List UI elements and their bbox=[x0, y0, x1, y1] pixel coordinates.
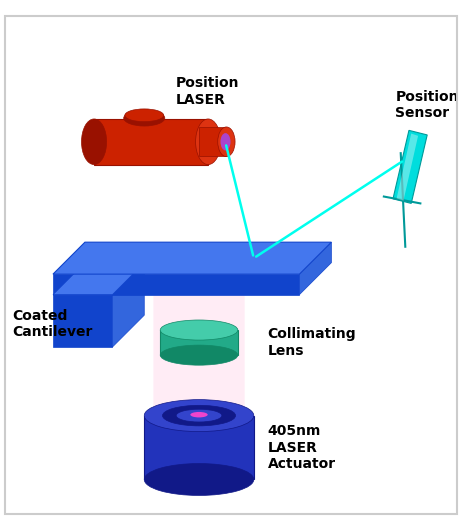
Ellipse shape bbox=[176, 409, 222, 422]
Ellipse shape bbox=[220, 133, 230, 151]
FancyBboxPatch shape bbox=[160, 330, 238, 355]
Text: Position
LASER: Position LASER bbox=[176, 76, 240, 107]
FancyBboxPatch shape bbox=[144, 416, 254, 480]
Ellipse shape bbox=[125, 109, 164, 122]
Polygon shape bbox=[53, 263, 144, 295]
Polygon shape bbox=[53, 242, 331, 274]
Polygon shape bbox=[397, 134, 418, 201]
Ellipse shape bbox=[124, 110, 165, 126]
Polygon shape bbox=[53, 295, 112, 347]
FancyBboxPatch shape bbox=[154, 263, 245, 422]
Text: 405nm
LASER
Actuator: 405nm LASER Actuator bbox=[267, 425, 336, 471]
Polygon shape bbox=[300, 242, 331, 295]
Polygon shape bbox=[393, 130, 427, 204]
Text: Collimating
Lens: Collimating Lens bbox=[267, 328, 356, 358]
FancyBboxPatch shape bbox=[94, 119, 208, 165]
Ellipse shape bbox=[160, 320, 238, 340]
Ellipse shape bbox=[218, 127, 235, 156]
Ellipse shape bbox=[196, 119, 221, 165]
Ellipse shape bbox=[160, 345, 238, 365]
Ellipse shape bbox=[191, 412, 208, 418]
Ellipse shape bbox=[144, 464, 254, 496]
Ellipse shape bbox=[144, 400, 254, 431]
Ellipse shape bbox=[82, 119, 107, 165]
FancyBboxPatch shape bbox=[199, 127, 227, 156]
Polygon shape bbox=[53, 274, 300, 295]
Text: Position
Sensor: Position Sensor bbox=[395, 90, 459, 120]
Text: Coated
Cantilever: Coated Cantilever bbox=[12, 309, 92, 339]
Ellipse shape bbox=[163, 405, 236, 426]
Polygon shape bbox=[112, 263, 144, 347]
